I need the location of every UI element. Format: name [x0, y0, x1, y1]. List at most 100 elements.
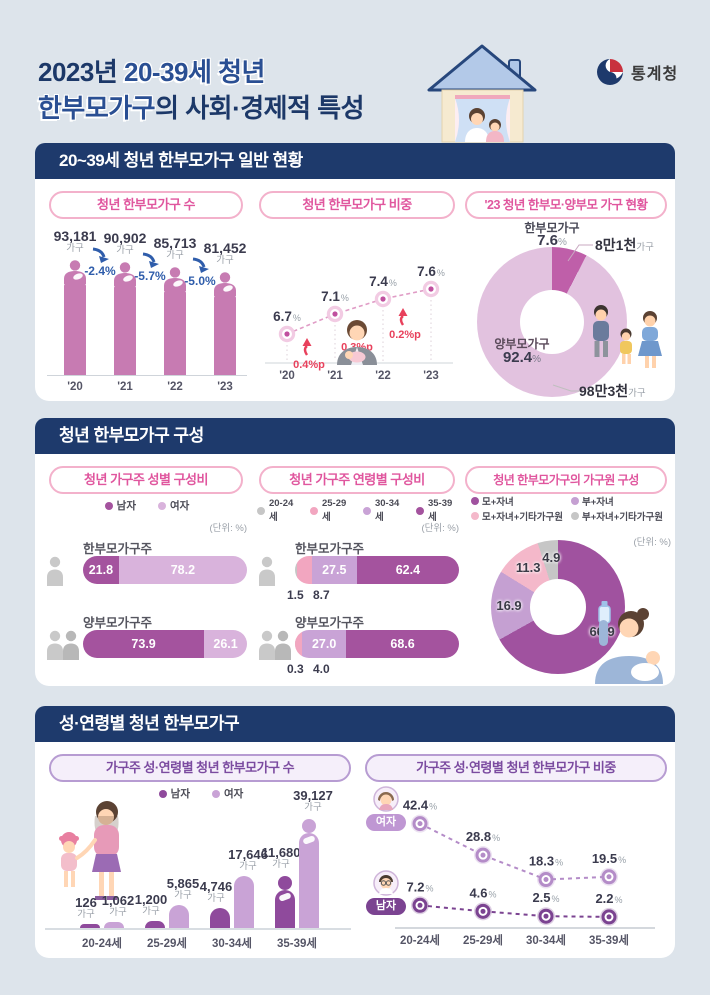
segment-value-below: 1.5 — [287, 588, 304, 602]
bar — [210, 908, 230, 928]
x-tick: 20-24세 — [82, 938, 122, 950]
svg-text:20-24세: 20-24세 — [400, 933, 440, 947]
section1-header: 20~39세 청년 한부모가구 일반 현황 — [35, 143, 675, 179]
bar-label-value: 81,452 — [203, 240, 247, 256]
bar-segment: 73.9 — [83, 630, 205, 658]
svg-text:2.2%: 2.2% — [595, 891, 622, 906]
title-age-range: 20-39세 청년 — [124, 57, 265, 87]
svg-text:7.1%: 7.1% — [321, 289, 349, 304]
segment-value: 21.8 — [88, 563, 114, 577]
status-donut-chart: 한부모가구 7.6% 8만1천가구 양부모가구 92.4% 98만3천가구 — [467, 219, 671, 399]
segment-value: 78.2 — [170, 563, 196, 577]
legend-dot — [471, 497, 479, 505]
legend-label: 20-24세 — [268, 498, 294, 523]
svg-text:'22: '22 — [375, 370, 391, 382]
segment-value: 27.0 — [311, 637, 337, 651]
bar-label-value: 1,062 — [101, 893, 135, 908]
row-label: 양부모가구주 — [295, 616, 365, 630]
bar-label-unit: 가구 — [216, 254, 234, 266]
decrease-arrow-icon — [192, 257, 209, 273]
panel-age-title: 청년 가구주 연령별 구성비 — [259, 466, 455, 494]
stacked-bar: 21.8 78.2 — [83, 556, 247, 584]
change-label: -5.0% — [184, 274, 216, 288]
bar-label-value: 5,865 — [166, 876, 200, 891]
logo-text: 통계청 — [631, 66, 679, 83]
x-tick: '20 — [67, 381, 83, 393]
count-by-age-bar-chart: 남자 여자 126 가구 1,062 가구 20-24세 1,200 가구 5,865 가구 25-2… — [45, 786, 357, 954]
legend-item: 남자 — [158, 786, 190, 801]
bar-label-unit: 가구 — [174, 889, 192, 901]
woman-avatar-icon — [373, 786, 399, 812]
segment-value: 26.1 — [213, 637, 238, 651]
x-axis — [45, 928, 351, 930]
section1-card: 청년 한부모가구 수 청년 한부모가구 비중 '23 청년 한부모·양부모 가구… — [35, 179, 675, 401]
legend-label: 부+자녀+기타가구원 — [582, 512, 664, 523]
segment-value-below: 8.7 — [313, 588, 330, 602]
slice1-label: 한부모가구 — [524, 221, 580, 235]
bar — [114, 285, 136, 375]
svg-text:'23: '23 — [423, 370, 439, 382]
bar-label-value: 93,181 — [53, 228, 97, 244]
bar-label-unit: 가구 — [207, 892, 225, 904]
legend-label: 25-29세 — [321, 498, 347, 523]
svg-text:2.5%: 2.5% — [532, 890, 559, 905]
bar-label-value: 85,713 — [153, 235, 197, 251]
decrease-arrow-icon — [92, 247, 109, 263]
row-label: 양부모가구주 — [83, 616, 153, 630]
bar-label: 81,452 가구 — [193, 241, 257, 266]
legend-dot — [310, 506, 318, 515]
legend-label: 30-34세 — [374, 498, 400, 523]
legend-dot — [571, 497, 579, 505]
section3-header: 성·연령별 청년 한부모가구 — [35, 706, 675, 742]
slice-value: 4.9 — [542, 549, 561, 565]
bar-label-value: 1,200 — [134, 892, 168, 907]
person-with-baby-icon — [64, 260, 86, 284]
household-single-icon — [259, 556, 275, 586]
bar-label-unit: 가구 — [304, 801, 322, 813]
age-stacked-chart: 20-24세 25-29세 30-34세 35-39세 (단위: %) 한부모가구주 27.… — [257, 498, 461, 678]
panel-share-by-age-title: 가구주 성·연령별 청년 한부모가구 비중 — [365, 754, 667, 782]
row-label: 한부모가구주 — [295, 542, 365, 556]
gov-logo-icon — [597, 59, 623, 85]
legend-item: 모+자녀 — [471, 494, 514, 508]
bar-label-value: 126 — [75, 895, 97, 910]
mother-daughter-illustration — [59, 801, 121, 900]
svg-text:35-39세: 35-39세 — [589, 933, 629, 947]
segment-value: 73.9 — [131, 637, 156, 651]
section2-card: 청년 가구주 성별 구성비 청년 가구주 연령별 구성비 청년 한부모가구의 가… — [35, 454, 675, 686]
change-label: -5.7% — [134, 269, 166, 283]
mother-baby-illustration — [595, 601, 663, 684]
panel-share-title: 청년 한부모가구 비중 — [259, 191, 455, 219]
bar-label-unit: 가구 — [272, 858, 290, 870]
bar-segment: 78.2 — [118, 556, 247, 584]
legend-item: 30-34세 — [363, 498, 408, 523]
person-with-baby-icon — [164, 267, 186, 291]
male-series-badge: 남자 — [366, 898, 406, 915]
bar — [64, 283, 86, 375]
bar-segment — [297, 556, 312, 584]
svg-text:25-29세: 25-29세 — [463, 933, 503, 947]
unit-label: (단위: %) — [421, 523, 459, 534]
change-label: -2.4% — [84, 264, 116, 278]
legend-label: 모+자녀+기타가구원 — [482, 512, 564, 523]
legend-dot — [363, 506, 371, 515]
segment-value-below: 4.0 — [313, 662, 330, 676]
bar-label-value: 90,902 — [103, 230, 147, 246]
segment-value-below: 0.3 — [287, 662, 304, 676]
title-household: 한부모가구 — [38, 93, 156, 123]
slice2-pct: 92.4% — [502, 349, 542, 366]
bar-label-unit: 가구 — [116, 244, 134, 256]
legend-item: 남자 — [104, 498, 136, 513]
bar-label-unit: 가구 — [239, 860, 257, 872]
svg-text:'20: '20 — [279, 370, 295, 382]
x-tick: '21 — [117, 381, 133, 393]
panel-status-title: '23 청년 한부모·양부모 가구 현황 — [465, 191, 667, 219]
unit-label: (단위: %) — [633, 537, 671, 548]
svg-text:4.6%: 4.6% — [469, 885, 496, 900]
page-title-line2: 한부모가구의 사회·경제적 특성 — [38, 88, 365, 125]
x-tick: '22 — [167, 381, 183, 393]
svg-text:19.5%: 19.5% — [592, 851, 626, 866]
bar-label: 4,746 가구 — [190, 880, 242, 904]
legend-item: 25-29세 — [310, 498, 355, 523]
